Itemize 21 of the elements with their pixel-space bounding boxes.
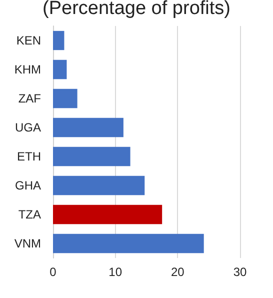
y-tick-label: UGA — [14, 120, 41, 134]
bar — [53, 204, 162, 224]
y-tick-label: KHM — [14, 62, 41, 76]
bar — [53, 234, 204, 254]
y-tick-label: TZA — [18, 208, 41, 222]
chart-title: (Percentage of profits) — [42, 0, 230, 19]
y-tick-label: ETH — [17, 150, 41, 164]
bar — [53, 146, 130, 166]
bar — [53, 88, 78, 108]
y-tick-label: GHA — [14, 178, 41, 192]
x-tick-label: 0 — [50, 265, 57, 279]
x-tick-label: 20 — [170, 265, 185, 279]
bar — [53, 60, 67, 80]
y-tick-label: ZAF — [18, 92, 41, 106]
bar — [53, 118, 124, 138]
y-tick-label: KEN — [16, 34, 41, 48]
bar — [53, 176, 145, 196]
x-tick-label: 30 — [233, 265, 247, 279]
y-tick-label: VNM — [14, 236, 41, 250]
x-tick-label: 10 — [108, 265, 122, 279]
bar — [53, 30, 64, 50]
